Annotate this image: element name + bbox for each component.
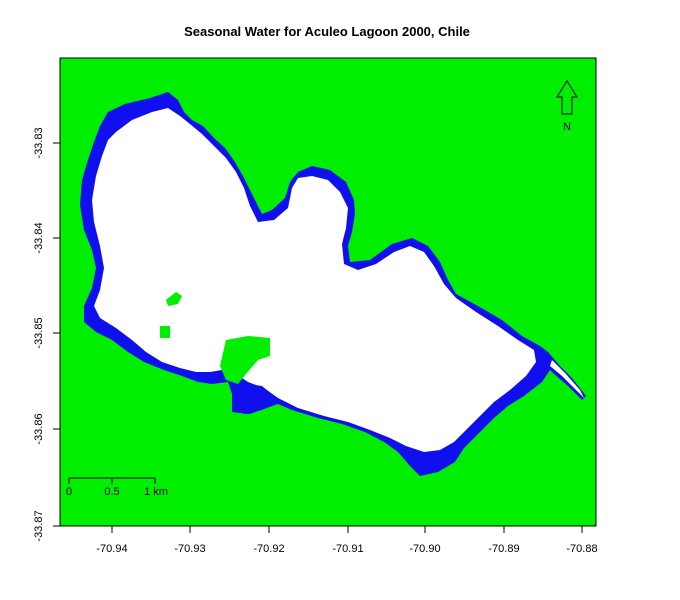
land-islet (160, 326, 170, 338)
land-peninsula (220, 336, 270, 384)
y-axis: -33.83 -33.84 -33.85 -33.86 -33.87 (33, 127, 61, 542)
x-tick-label: -70.90 (409, 543, 440, 555)
y-tick-label: -33.87 (33, 510, 45, 541)
y-tick-label: -33.86 (33, 413, 45, 444)
x-tick-label: -70.94 (96, 543, 127, 555)
x-tick-label: -70.93 (174, 543, 205, 555)
scale-label-0: 0 (66, 486, 72, 498)
map-title: Seasonal Water for Aculeo Lagoon 2000, C… (184, 24, 470, 39)
north-arrow-icon (556, 80, 578, 115)
seasonal-water-patch (232, 384, 276, 414)
permanent-water-channel (550, 360, 584, 398)
land-islet (166, 292, 182, 306)
permanent-water-area (92, 108, 536, 452)
x-tick-label: -70.89 (488, 543, 519, 555)
scale-label-half: 0.5 (104, 486, 119, 498)
y-tick-label: -33.84 (33, 222, 45, 253)
scale-bar: 0 0.5 1 km (66, 477, 168, 498)
x-tick-label: -70.88 (566, 543, 597, 555)
y-tick-label: -33.83 (33, 127, 45, 158)
x-axis: -70.94 -70.93 -70.92 -70.91 -70.90 -70.89 -70.… (96, 525, 598, 555)
north-label: N (563, 121, 571, 133)
north-arrow: N (556, 80, 578, 133)
x-tick-label: -70.92 (253, 543, 284, 555)
map-panel (60, 58, 596, 526)
y-tick-label: -33.85 (33, 317, 45, 348)
x-tick-label: -70.91 (332, 543, 363, 555)
scale-label-1km: 1 km (144, 486, 168, 498)
